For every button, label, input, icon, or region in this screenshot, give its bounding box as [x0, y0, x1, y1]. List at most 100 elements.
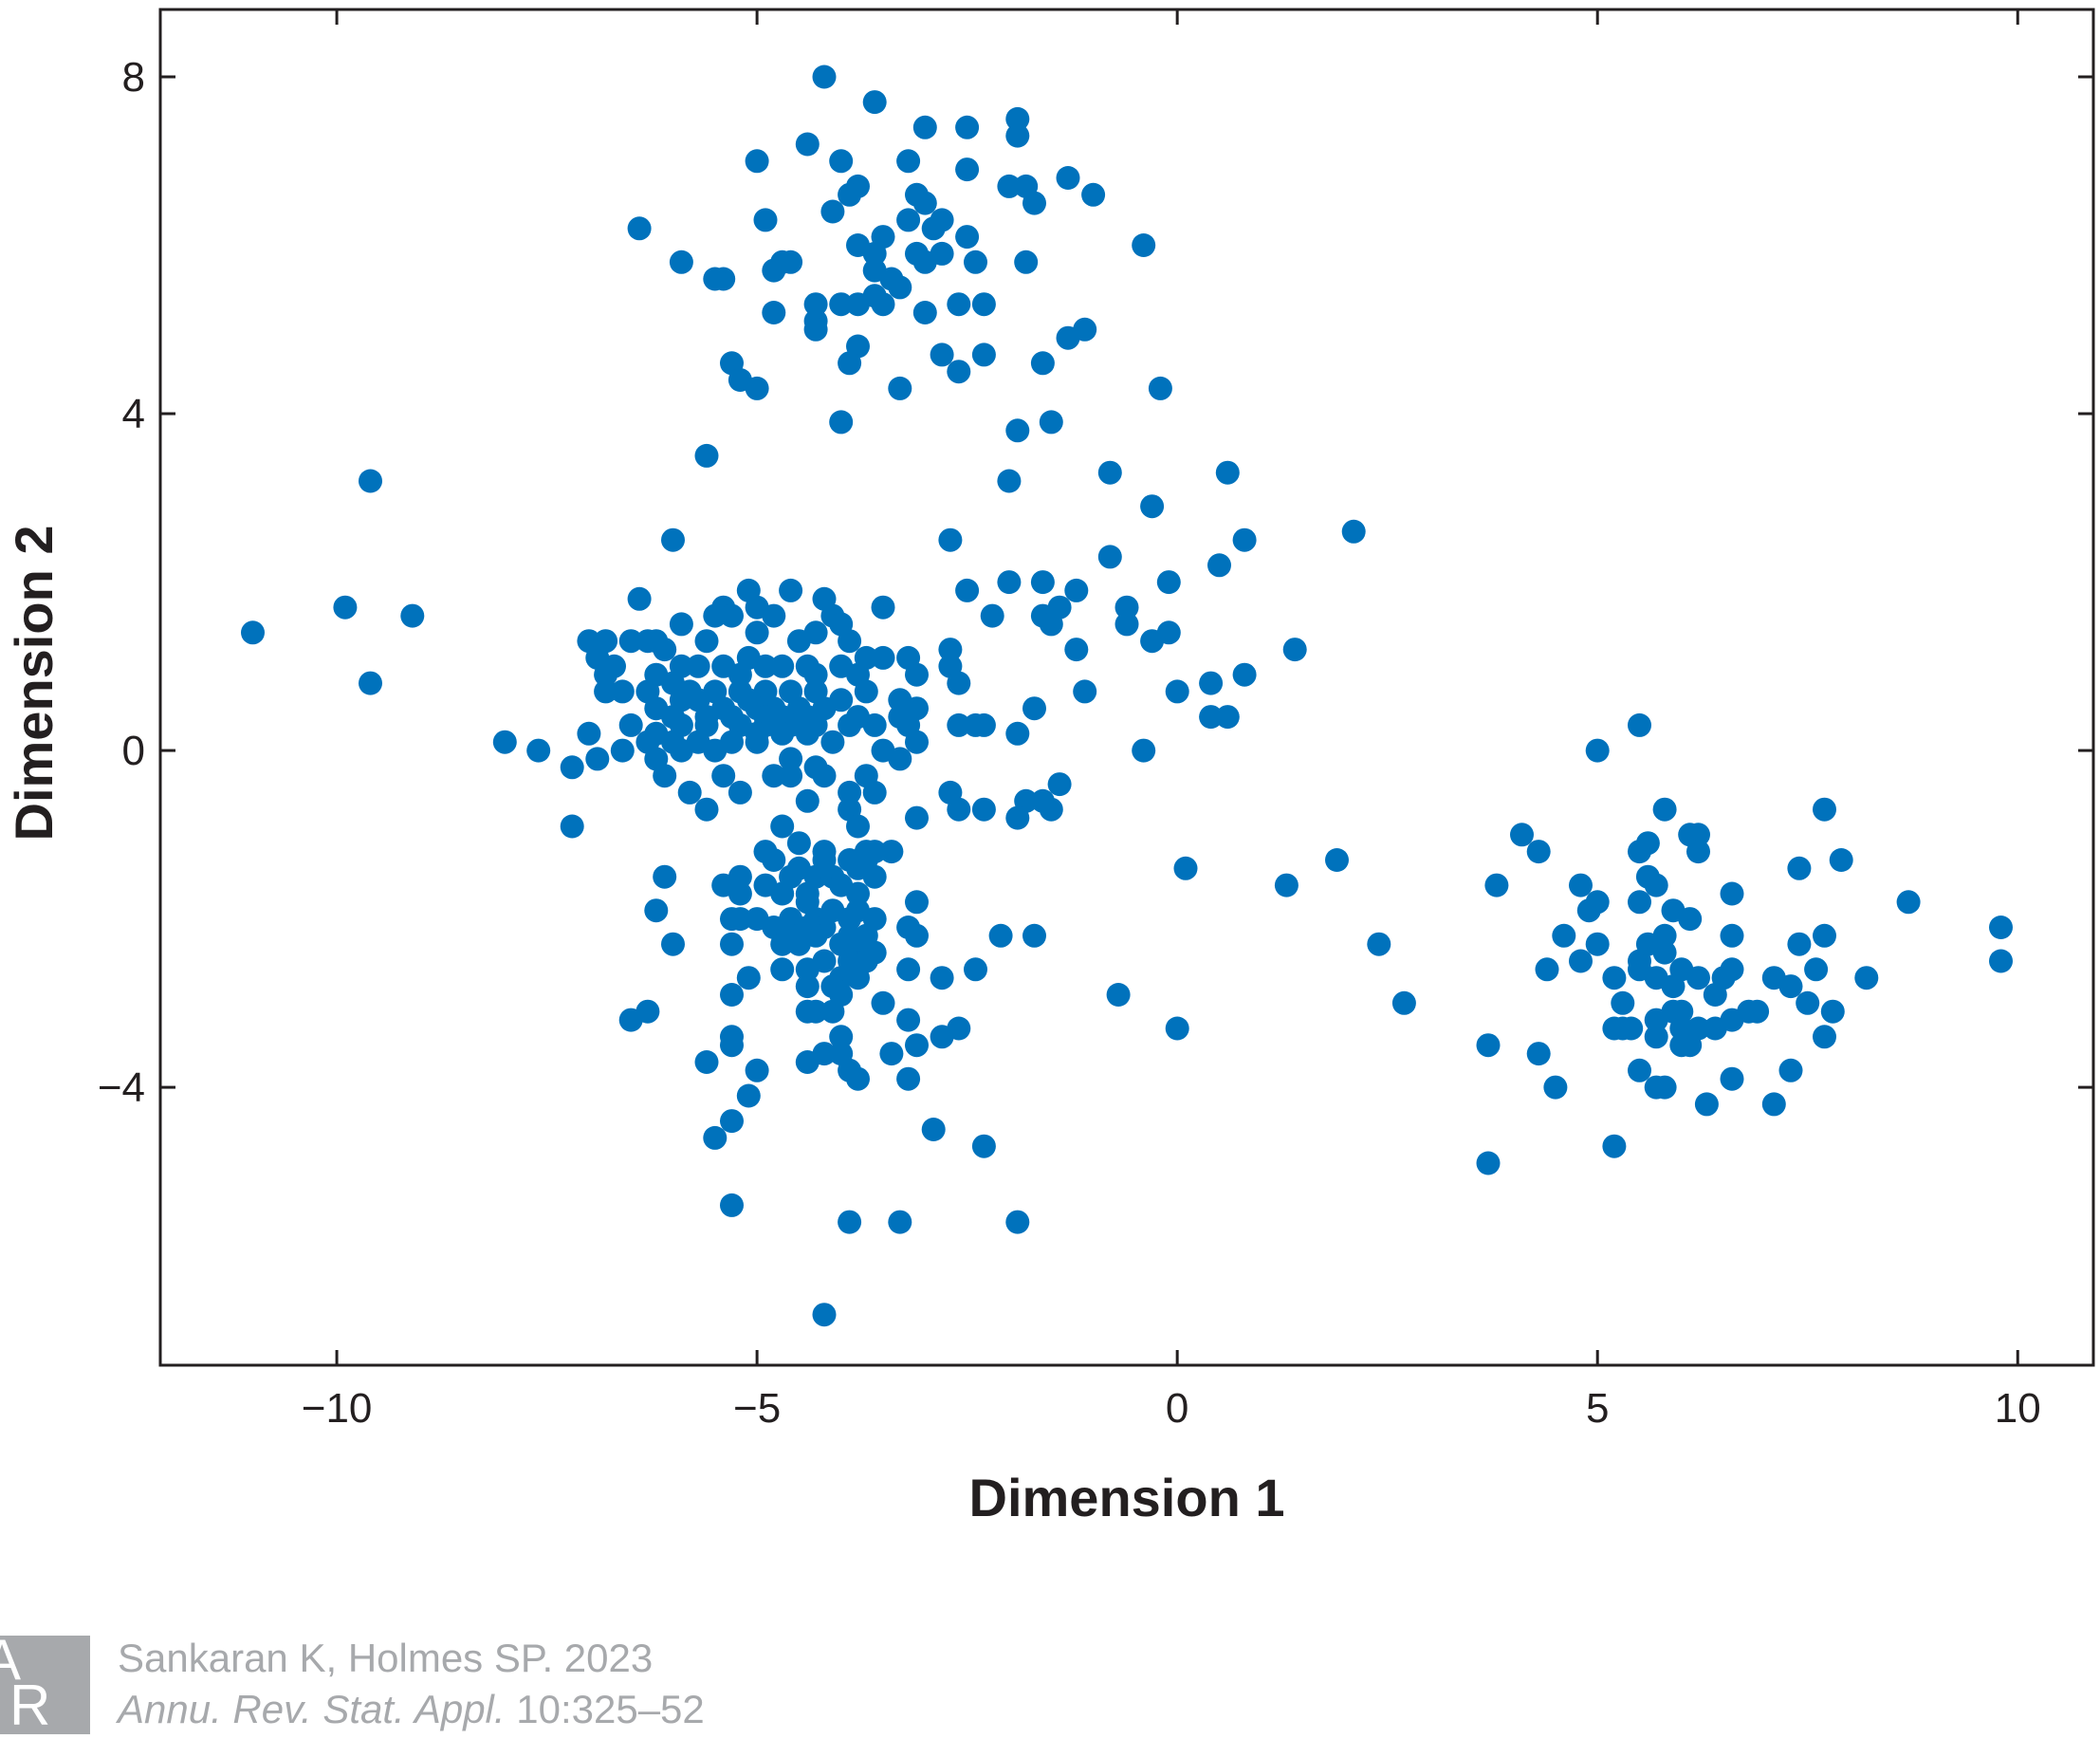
scatter-point	[846, 1066, 870, 1091]
scatter-point	[762, 301, 786, 324]
scatter-point	[677, 780, 702, 805]
scatter-point	[905, 730, 929, 754]
scatter-point	[1678, 1033, 1703, 1058]
scatter-point	[1669, 999, 1694, 1024]
scatter-point	[862, 241, 887, 266]
scatter-point	[1073, 679, 1097, 704]
scatter-point	[1005, 123, 1030, 148]
scatter-point	[971, 797, 996, 822]
scatter-point	[585, 747, 610, 771]
scatter-point	[703, 603, 728, 628]
scatter-point	[1686, 840, 1710, 864]
scatter-point	[1720, 923, 1744, 948]
scatter-point	[720, 983, 744, 1007]
x-axis-title: Dimension 1	[969, 1468, 1285, 1527]
scatter-point	[770, 881, 795, 906]
y-tick-label: 8	[122, 54, 145, 101]
scatter-point	[896, 1066, 921, 1091]
scatter-point	[838, 351, 862, 376]
scatter-point	[820, 730, 845, 754]
scatter-point	[359, 469, 382, 493]
scatter-point	[1005, 721, 1030, 746]
scatter-point	[1686, 823, 1710, 847]
y-tick-label: −4	[98, 1064, 145, 1111]
scatter-point	[770, 932, 795, 956]
scatter-point	[653, 638, 677, 662]
scatter-point	[745, 620, 769, 645]
scatter-point	[762, 603, 786, 628]
y-tick-label: 4	[122, 391, 145, 437]
scatter-point	[854, 679, 878, 704]
scatter-point	[1106, 983, 1131, 1007]
scatter-point	[560, 755, 584, 780]
scatter-point	[955, 157, 980, 182]
scatter-point	[1097, 460, 1122, 485]
scatter-point	[644, 898, 669, 923]
scatter-point	[1132, 738, 1156, 763]
scatter-point	[1005, 1210, 1030, 1234]
credit-journal: Annu. Rev. Stat. Appl.	[118, 1687, 506, 1731]
scatter-point	[1526, 840, 1551, 864]
scatter-point	[1720, 881, 1744, 906]
scatter-point	[1476, 1151, 1501, 1175]
scatter-point	[1014, 250, 1039, 274]
scatter-point	[728, 881, 752, 906]
scatter-point	[1039, 797, 1063, 822]
scatter-point	[686, 654, 710, 678]
scatter-point	[1628, 957, 1651, 982]
scatter-point	[1602, 966, 1627, 990]
scatter-point	[838, 629, 862, 654]
scatter-point	[618, 629, 643, 654]
scatter-point	[560, 814, 584, 839]
scatter-point	[669, 250, 693, 274]
scatter-point	[955, 225, 980, 250]
scatter-point	[1628, 890, 1651, 915]
scatter-point	[947, 292, 971, 317]
scatter-point	[1720, 1066, 1744, 1091]
scatter-point	[997, 469, 1022, 493]
scatter-point	[938, 527, 963, 552]
scatter-point	[1628, 712, 1651, 737]
scatter-point	[795, 788, 820, 813]
scatter-point	[728, 907, 752, 932]
scatter-point	[896, 1008, 921, 1032]
scatter-point	[1064, 638, 1089, 662]
scatter-point	[1576, 898, 1601, 923]
scatter-point	[618, 712, 643, 737]
scatter-point	[720, 1193, 744, 1217]
scatter-point	[947, 360, 971, 384]
scatter-point	[762, 848, 786, 872]
scatter-point	[838, 780, 862, 805]
credit-volume-pages: 10:325–52	[505, 1687, 705, 1731]
scatter-point	[359, 671, 382, 695]
scatter-point	[1156, 570, 1181, 595]
y-tick-label: 0	[122, 728, 145, 774]
scatter-point	[1829, 848, 1853, 872]
scatter-point	[971, 292, 996, 317]
scatter-point	[888, 376, 912, 400]
scatter-point	[728, 662, 752, 687]
scatter-point	[1787, 856, 1812, 880]
scatter-point	[779, 578, 803, 602]
scatter-point	[1341, 519, 1366, 544]
scatter-point	[661, 932, 685, 956]
scatter-point	[829, 292, 854, 317]
scatter-point	[1064, 578, 1089, 602]
scatter-point	[803, 292, 828, 317]
scatter-point	[1535, 957, 1559, 982]
scatter-point	[1569, 873, 1593, 897]
scatter-point	[745, 376, 769, 400]
scatter-point	[846, 292, 870, 317]
scatter-point	[1703, 983, 1727, 1007]
scatter-point	[400, 603, 425, 628]
scatter-point	[905, 805, 929, 830]
scatter-point	[812, 65, 837, 89]
scatter-point	[795, 999, 820, 1024]
logo-letter-a: A	[0, 1636, 22, 1692]
scatter-point	[492, 730, 517, 754]
scatter-point	[1282, 638, 1307, 662]
scatter-point	[1644, 873, 1668, 897]
scatter-point	[1022, 696, 1046, 721]
scatter-point	[753, 208, 778, 232]
